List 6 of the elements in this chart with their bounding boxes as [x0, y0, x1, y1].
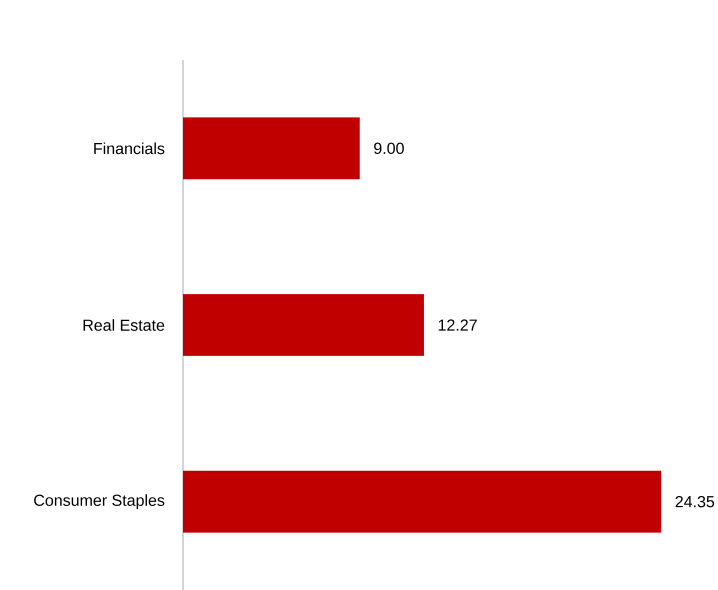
y-tick-label: Financials — [94, 142, 164, 154]
data-label: 24.35 — [676, 496, 714, 508]
y-tick-label: Consumer Staples — [34, 494, 164, 510]
data-label: 9.00 — [374, 142, 404, 154]
y-tick-label: Real Estate — [84, 319, 164, 331]
data-label: 12.27 — [438, 319, 477, 331]
